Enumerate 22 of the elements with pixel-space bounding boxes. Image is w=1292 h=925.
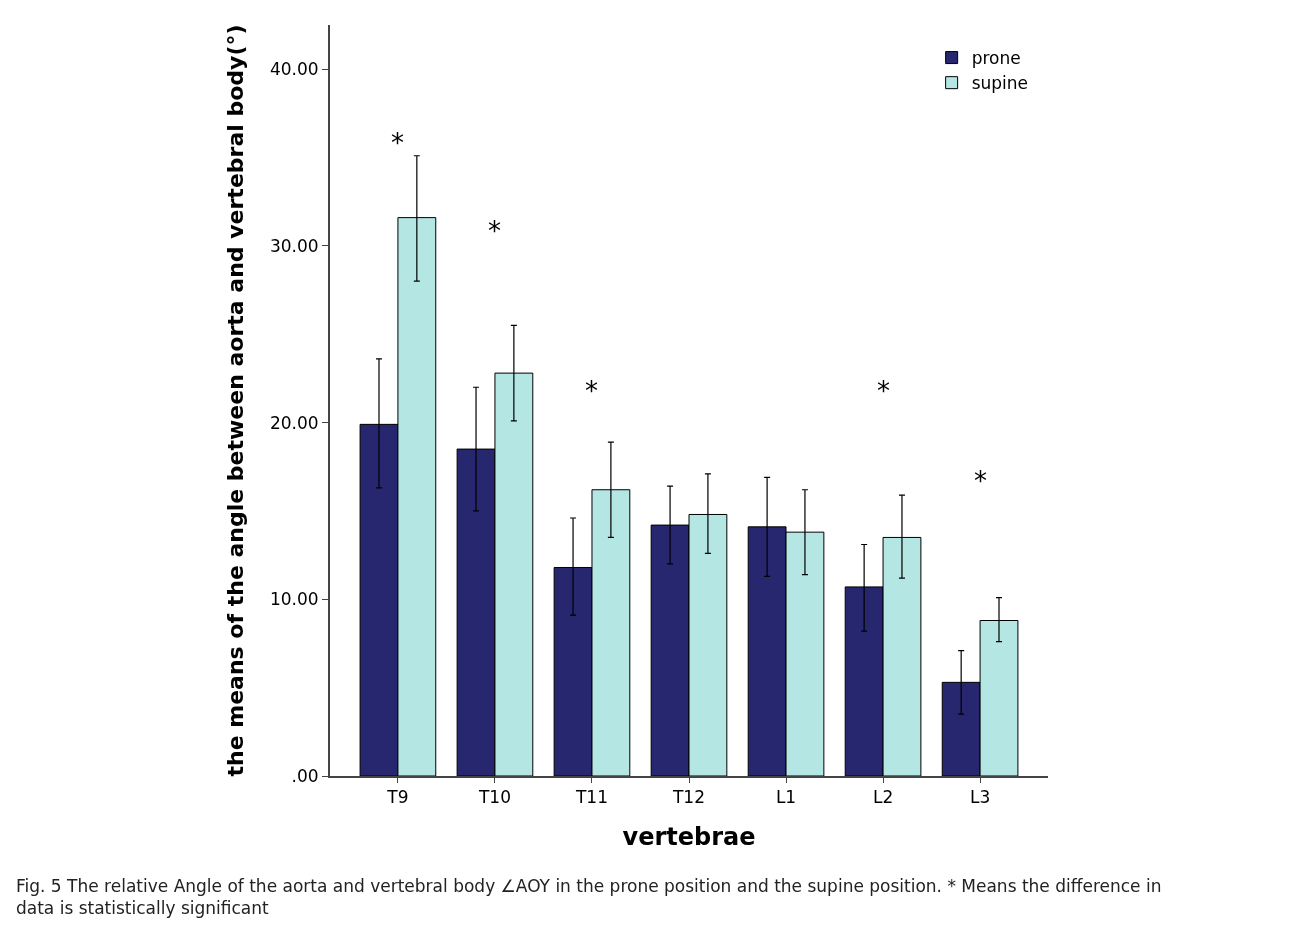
annotation: * bbox=[974, 466, 987, 496]
y-tick-label: .00 bbox=[291, 765, 319, 786]
x-tick-label: L1 bbox=[775, 787, 797, 808]
annotation: * bbox=[391, 128, 404, 158]
caption: Fig. 5 The relative Angle of the aorta and vertebral body ∠AOY in the prone position and the supine position. * Means the difference in data is statistically significant bbox=[16, 876, 1162, 919]
x-axis-title: vertebrae bbox=[622, 823, 756, 852]
y-axis-title: the means of the angle between aorta and vertebral body(°) bbox=[223, 24, 249, 777]
annotation: * bbox=[585, 376, 598, 406]
x-tick-label: T12 bbox=[671, 787, 706, 808]
x-tick-label: L2 bbox=[872, 787, 894, 808]
y-tick-label: 20.00 bbox=[269, 412, 319, 433]
y-tick-label: 40.00 bbox=[269, 59, 319, 80]
x-tick-label: T10 bbox=[477, 787, 511, 808]
annotation: * bbox=[877, 376, 890, 406]
legend-label: supine bbox=[971, 73, 1029, 94]
y-tick-label: 10.00 bbox=[269, 589, 319, 610]
y-tick-label: 30.00 bbox=[269, 235, 319, 256]
legend-label: prone bbox=[971, 48, 1021, 69]
annotation: * bbox=[488, 216, 501, 246]
x-tick-label: T9 bbox=[386, 787, 409, 808]
x-tick-label: L3 bbox=[969, 787, 991, 808]
x-tick-label: T11 bbox=[574, 787, 608, 808]
